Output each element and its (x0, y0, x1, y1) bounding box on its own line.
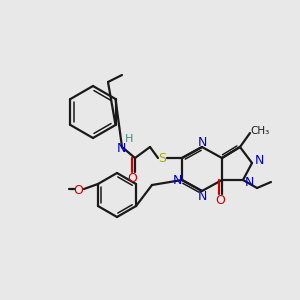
Text: O: O (215, 194, 225, 208)
Text: N: N (172, 173, 182, 187)
Text: N: N (197, 136, 207, 148)
Text: CH₃: CH₃ (250, 126, 270, 136)
Text: N: N (244, 176, 254, 188)
Text: O: O (127, 172, 137, 185)
Text: H: H (125, 134, 133, 144)
Text: N: N (116, 142, 126, 154)
Text: S: S (158, 152, 166, 164)
Text: O: O (73, 184, 83, 196)
Text: N: N (254, 154, 264, 166)
Text: N: N (197, 190, 207, 203)
